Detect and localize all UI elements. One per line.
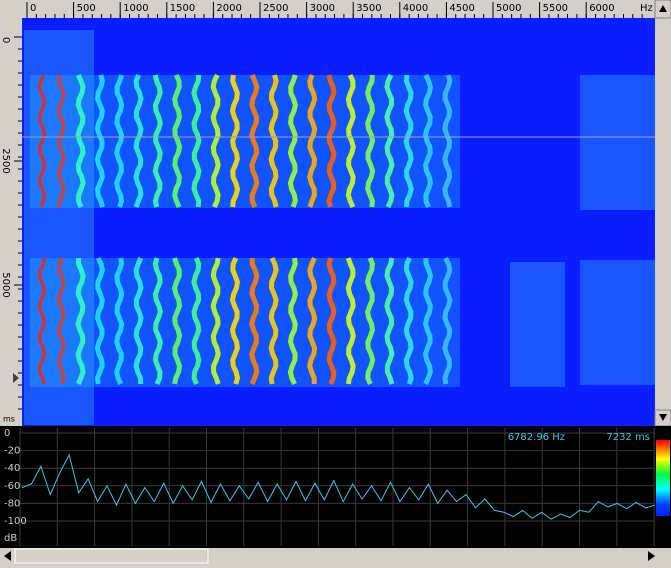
spectrogram-image [24, 30, 655, 425]
harmonic-stripe [442, 74, 453, 208]
harmonic-stripe [210, 73, 221, 209]
harmonic-stripe [37, 74, 47, 208]
harmonic-stripe [249, 257, 260, 385]
arrow-icon [659, 414, 667, 421]
noise-region [580, 260, 655, 385]
harmonic-stripe [191, 257, 202, 385]
ruler-label: 2500 [0, 148, 11, 173]
harmonic-stripe [75, 257, 86, 385]
time-ruler [0, 18, 22, 426]
harmonic-stripe [172, 73, 183, 209]
ruler-label: 0 [30, 3, 36, 14]
db-label: -80 [4, 498, 20, 509]
freq-ruler [0, 0, 671, 18]
harmonic-stripe [229, 256, 241, 385]
harmonic-stripe [133, 257, 144, 385]
db-label: -100 [4, 516, 27, 527]
ruler-label: 3500 [356, 3, 381, 14]
spectrogram [22, 18, 655, 426]
vertical-scrollbar[interactable] [655, 18, 671, 426]
harmonic-stripe [307, 74, 318, 208]
harmonic-stripe [403, 256, 414, 385]
harmonic-stripe [422, 257, 434, 385]
harmonic-stripe [37, 257, 47, 385]
ruler-label: 5500 [543, 3, 568, 14]
scroll-thumb[interactable] [14, 548, 209, 564]
harmonic-stripe [268, 256, 279, 385]
ruler-label: 500 [77, 3, 96, 14]
harmonic-stripe [403, 74, 414, 208]
harmonic-stripe [384, 73, 395, 209]
harmonic-stripe [114, 74, 125, 208]
noise-region [580, 75, 655, 210]
harmonic-stripe [307, 257, 318, 385]
harmonic-stripe [287, 257, 298, 386]
band [30, 75, 460, 208]
harmonic-stripe [210, 257, 221, 385]
harmonic-stripe [287, 74, 298, 208]
harmonic-stripe [57, 257, 66, 385]
ruler-label: 4500 [449, 3, 474, 14]
harmonic-stripe [133, 74, 144, 208]
ruler-unit: Hz [640, 3, 653, 14]
db-label: -20 [4, 446, 20, 457]
db-label: -40 [4, 463, 20, 474]
ruler-label: 2000 [216, 3, 241, 14]
ruler-label: 3000 [310, 3, 335, 14]
harmonic-stripe [268, 74, 279, 208]
harmonic-stripe [326, 74, 337, 208]
harmonic-stripe [191, 74, 202, 208]
harmonic-stripe [384, 257, 395, 385]
colorbar [656, 440, 670, 516]
harmonic-stripe [94, 256, 105, 385]
harmonic-stripe [172, 257, 183, 385]
ruler-label: 1000 [123, 3, 148, 14]
harmonic-stripe [57, 74, 66, 208]
harmonic-stripe [152, 257, 163, 386]
harmonic-stripe [365, 257, 376, 385]
harmonic-stripe [229, 74, 241, 208]
spectrum-line [21, 453, 656, 520]
db-label: 0 [4, 428, 10, 439]
harmonic-stripe [94, 74, 105, 208]
band [30, 258, 460, 387]
spectrum-grid [19, 428, 655, 546]
harmonic-stripe [152, 74, 163, 208]
harmonic-stripe [442, 256, 453, 385]
ruler-unit: ms [3, 415, 15, 424]
db-unit: dB [4, 533, 17, 544]
ruler-label: 4000 [403, 3, 428, 14]
harmonic-stripe [345, 257, 356, 385]
scroll-right[interactable] [648, 551, 655, 561]
ruler-label: 5000 [0, 272, 11, 297]
ruler-label: 6000 [589, 3, 614, 14]
ruler-label: 5000 [496, 3, 521, 14]
harmonic-stripe [249, 74, 260, 208]
ruler-label: 1500 [170, 3, 195, 14]
db-label: -60 [4, 481, 20, 492]
harmonic-stripe [326, 257, 337, 386]
time-readout: 7232 ms [606, 432, 650, 443]
freq-readout: 6782.96 Hz [508, 432, 565, 443]
ruler-label: 0 [0, 37, 11, 43]
time-marker [13, 373, 19, 383]
spectrum-panel [0, 426, 655, 548]
harmonic-stripe [365, 74, 376, 208]
harmonic-stripe [114, 257, 125, 386]
noise-region [510, 262, 565, 387]
arrow-icon [659, 5, 667, 12]
ruler-label: 2500 [263, 3, 288, 14]
scroll-left[interactable] [4, 551, 11, 561]
harmonic-stripe [345, 73, 356, 209]
harmonic-stripe [422, 74, 434, 209]
harmonic-stripe [75, 74, 86, 208]
